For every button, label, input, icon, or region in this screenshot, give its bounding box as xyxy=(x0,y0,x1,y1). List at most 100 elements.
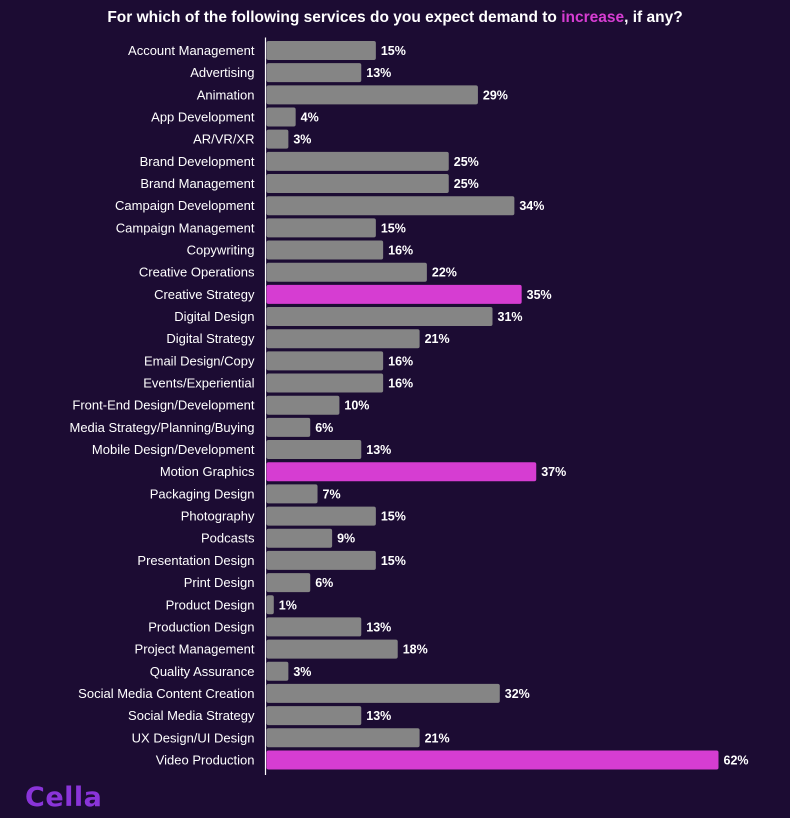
bar-packaging-design xyxy=(266,484,318,504)
value-label-campaign-development: 34% xyxy=(519,199,544,213)
category-label-digital-strategy: Digital Strategy xyxy=(166,331,255,346)
category-label-presentation-design: Presentation Design xyxy=(137,553,254,568)
category-label-print-design: Print Design xyxy=(184,575,255,590)
category-label-brand-management: Brand Management xyxy=(140,176,255,191)
category-label-campaign-development: Campaign Development xyxy=(115,198,255,213)
category-label-photography: Photography xyxy=(181,509,255,524)
bar-animation xyxy=(266,85,478,105)
category-label-account-management: Account Management xyxy=(128,43,255,58)
value-label-packaging-design: 7% xyxy=(323,487,341,501)
value-label-advertising: 13% xyxy=(366,66,391,80)
value-label-presentation-design: 15% xyxy=(381,554,406,568)
cella-logo: Cella xyxy=(25,782,103,813)
category-label-social-media-strategy: Social Media Strategy xyxy=(128,708,255,723)
category-label-brand-development: Brand Development xyxy=(140,154,255,169)
value-label-podcasts: 9% xyxy=(337,532,355,546)
category-label-product-design: Product Design xyxy=(166,597,255,612)
category-label-production-design: Production Design xyxy=(148,619,254,634)
value-label-mobile-design-development: 13% xyxy=(366,443,391,457)
category-label-packaging-design: Packaging Design xyxy=(150,486,255,501)
category-label-animation: Animation xyxy=(197,87,255,102)
bar-front-end-design-development xyxy=(266,395,340,415)
bar-quality-assurance xyxy=(266,661,289,681)
bar-ar-vr-xr xyxy=(266,129,289,149)
bar-creative-operations xyxy=(266,262,427,282)
bar-creative-strategy xyxy=(266,284,522,304)
value-label-print-design: 6% xyxy=(315,576,333,590)
category-label-events-experiential: Events/Experiential xyxy=(143,376,254,391)
value-label-social-media-content-creation: 32% xyxy=(505,687,530,701)
bar-copywriting xyxy=(266,240,384,260)
category-label-motion-graphics: Motion Graphics xyxy=(160,464,255,479)
bar-video-production xyxy=(266,750,719,770)
value-label-creative-strategy: 35% xyxy=(527,288,552,302)
category-label-app-development: App Development xyxy=(151,110,255,125)
value-label-app-development: 4% xyxy=(301,111,319,125)
value-label-photography: 15% xyxy=(381,510,406,524)
category-label-ar-vr-xr: AR/VR/XR xyxy=(193,132,254,147)
category-label-video-production: Video Production xyxy=(156,752,255,767)
value-label-product-design: 1% xyxy=(279,598,297,612)
bar-media-strategy-planning-buying xyxy=(266,417,311,437)
bar-digital-design xyxy=(266,307,493,327)
value-label-digital-design: 31% xyxy=(498,310,523,324)
bar-events-experiential xyxy=(266,373,384,393)
bar-app-development xyxy=(266,107,296,127)
bar-project-management xyxy=(266,639,398,659)
bar-presentation-design xyxy=(266,550,376,570)
bar-photography xyxy=(266,506,376,526)
value-label-media-strategy-planning-buying: 6% xyxy=(315,421,333,435)
category-label-creative-strategy: Creative Strategy xyxy=(154,287,255,302)
bar-motion-graphics xyxy=(266,462,537,482)
value-label-project-management: 18% xyxy=(403,643,428,657)
value-label-creative-operations: 22% xyxy=(432,266,457,280)
value-label-events-experiential: 16% xyxy=(388,377,413,391)
category-label-social-media-content-creation: Social Media Content Creation xyxy=(78,686,254,701)
category-label-project-management: Project Management xyxy=(135,642,255,657)
value-label-account-management: 15% xyxy=(381,44,406,58)
bar-digital-strategy xyxy=(266,329,420,349)
bar-mobile-design-development xyxy=(266,440,362,460)
value-label-ux-design-ui-design: 21% xyxy=(425,731,450,745)
bar-brand-development xyxy=(266,151,449,171)
bar-product-design xyxy=(266,595,274,615)
value-label-quality-assurance: 3% xyxy=(293,665,311,679)
category-label-ux-design-ui-design: UX Design/UI Design xyxy=(132,730,255,745)
value-label-video-production: 62% xyxy=(724,753,749,767)
chart-title-suffix: , if any? xyxy=(624,9,683,26)
category-label-front-end-design-development: Front-End Design/Development xyxy=(72,398,254,413)
category-label-podcasts: Podcasts xyxy=(201,531,255,546)
value-label-motion-graphics: 37% xyxy=(541,465,566,479)
category-label-email-design-copy: Email Design/Copy xyxy=(144,353,255,368)
value-label-brand-development: 25% xyxy=(454,155,479,169)
category-label-mobile-design-development: Mobile Design/Development xyxy=(92,442,255,457)
value-label-brand-management: 25% xyxy=(454,177,479,191)
category-label-advertising: Advertising xyxy=(190,65,254,80)
bar-social-media-content-creation xyxy=(266,683,500,703)
category-label-media-strategy-planning-buying: Media Strategy/Planning/Buying xyxy=(69,420,254,435)
chart-title-highlight: increase xyxy=(561,9,625,26)
value-label-campaign-management: 15% xyxy=(381,221,406,235)
bar-ux-design-ui-design xyxy=(266,728,420,748)
category-label-digital-design: Digital Design xyxy=(174,309,254,324)
bar-social-media-strategy xyxy=(266,706,362,726)
bar-production-design xyxy=(266,617,362,637)
chart-title-prefix: For which of the following services do y… xyxy=(107,9,562,26)
value-label-animation: 29% xyxy=(483,88,508,102)
bar-account-management xyxy=(266,41,376,60)
value-label-email-design-copy: 16% xyxy=(388,354,413,368)
value-label-front-end-design-development: 10% xyxy=(344,399,369,413)
category-label-quality-assurance: Quality Assurance xyxy=(150,664,255,679)
bar-email-design-copy xyxy=(266,351,384,371)
value-label-production-design: 13% xyxy=(366,620,391,634)
value-label-ar-vr-xr: 3% xyxy=(293,133,311,147)
bar-campaign-management xyxy=(266,218,376,238)
category-label-creative-operations: Creative Operations xyxy=(139,265,255,280)
chart-title: For which of the following services do y… xyxy=(0,9,790,27)
bar-campaign-development xyxy=(266,196,515,216)
bar-advertising xyxy=(266,63,362,83)
value-label-copywriting: 16% xyxy=(388,244,413,258)
value-label-digital-strategy: 21% xyxy=(425,332,450,346)
value-label-social-media-strategy: 13% xyxy=(366,709,391,723)
